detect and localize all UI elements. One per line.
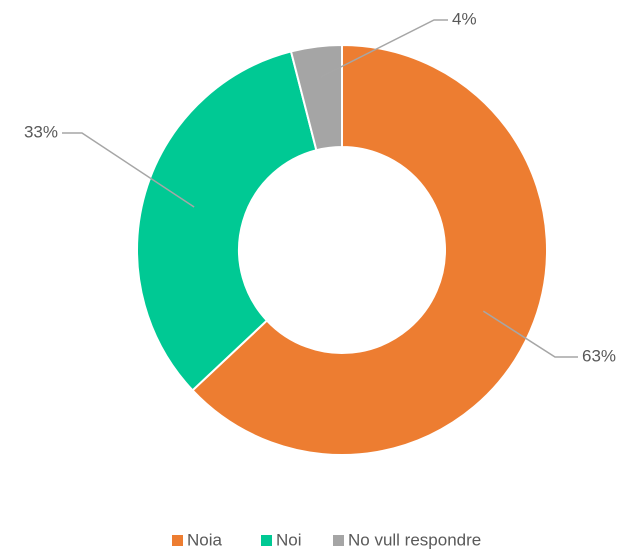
data-labels: 63% 33% 4% <box>24 9 616 365</box>
legend-label: No vull respondre <box>348 530 481 549</box>
data-label: 63% <box>582 346 616 365</box>
legend-label: Noia <box>187 530 223 549</box>
donut <box>136 43 548 456</box>
data-label: 33% <box>24 122 58 141</box>
slice <box>289 43 343 152</box>
slice <box>191 43 548 456</box>
legend-swatch <box>172 535 183 546</box>
leader-line <box>319 19 448 79</box>
data-label: 4% <box>452 9 477 28</box>
legend: Noia Noi No vull respondre <box>172 530 481 549</box>
legend-label: Noi <box>276 530 302 549</box>
leader-line <box>62 132 195 208</box>
slice <box>136 50 318 392</box>
leader-line <box>482 310 578 358</box>
legend-swatch <box>261 535 272 546</box>
legend-swatch <box>333 535 344 546</box>
